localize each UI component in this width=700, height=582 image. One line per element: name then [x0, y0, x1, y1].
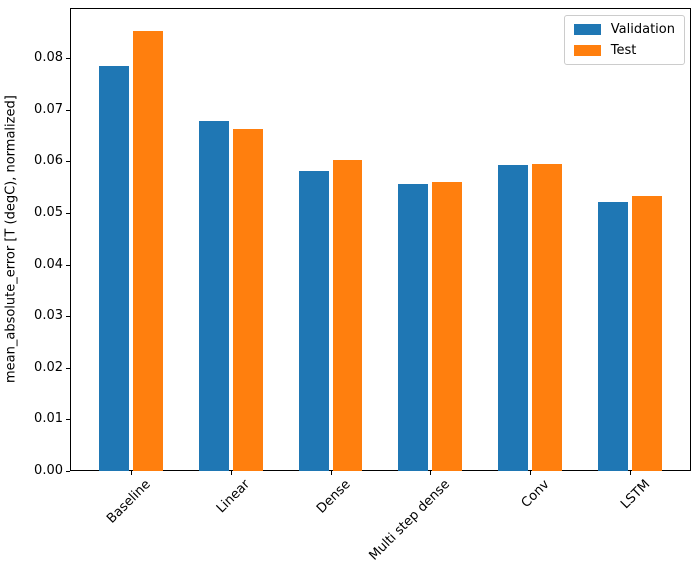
- x-tick-label-conv: Conv: [519, 477, 554, 511]
- y-tick-mark-0-03: [66, 316, 70, 317]
- y-tick-label-0-01: 0.01: [34, 411, 63, 427]
- x-tick-mark-conv: [530, 471, 531, 475]
- legend-label-test: Test: [610, 43, 637, 58]
- y-tick-mark-0-00: [66, 471, 70, 472]
- y-tick-mark-0-04: [66, 265, 70, 266]
- bar-test-multi-step-dense: [432, 181, 463, 471]
- x-tick-mark-dense: [331, 471, 332, 475]
- legend-item-validation: Validation: [573, 22, 675, 37]
- bar-test-baseline: [132, 31, 163, 471]
- y-tick-mark-0-02: [66, 368, 70, 369]
- y-tick-label-0-08: 0.08: [34, 50, 63, 66]
- plot-spine-bottom: [70, 470, 691, 471]
- y-axis-label: mean_absolute_error [T (degC), normalize…: [3, 95, 19, 384]
- y-tick-label-0-04: 0.04: [34, 256, 63, 272]
- y-tick-mark-0-06: [66, 161, 70, 162]
- legend: Validation Test: [563, 15, 685, 65]
- plot-spine-right: [690, 8, 691, 471]
- y-tick-label-0-05: 0.05: [34, 204, 63, 220]
- bar-validation-dense: [298, 170, 329, 471]
- bar-test-lstm: [632, 196, 663, 471]
- legend-label-validation: Validation: [610, 22, 675, 37]
- plot-spine-top: [70, 8, 691, 9]
- x-tick-mark-baseline: [131, 471, 132, 475]
- y-tick-mark-0-05: [66, 213, 70, 214]
- bar-validation-lstm: [598, 202, 629, 471]
- y-tick-label-0-03: 0.03: [34, 308, 63, 324]
- y-tick-mark-0-08: [66, 58, 70, 59]
- y-tick-label-0-07: 0.07: [34, 101, 63, 117]
- bar-test-dense: [332, 159, 363, 471]
- x-tick-label-dense: Dense: [313, 477, 354, 517]
- bar-test-linear: [232, 128, 263, 471]
- x-tick-label-lstm: LSTM: [617, 477, 653, 513]
- bar-validation-multi-step-dense: [398, 183, 429, 471]
- bar-validation-linear: [198, 121, 229, 471]
- y-tick-label-0-06: 0.06: [34, 153, 63, 169]
- y-tick-label-0-02: 0.02: [34, 359, 63, 375]
- x-tick-mark-multi-step-dense: [430, 471, 431, 475]
- y-tick-label-0-00: 0.00: [34, 463, 63, 478]
- bar-validation-baseline: [98, 65, 129, 471]
- plot-spine-left: [70, 8, 71, 471]
- y-tick-mark-0-07: [66, 110, 70, 111]
- legend-item-test: Test: [573, 43, 675, 58]
- x-tick-mark-linear: [231, 471, 232, 475]
- x-tick-label-linear: Linear: [214, 477, 254, 517]
- x-tick-label-multi-step-dense: Multi step dense: [366, 477, 454, 564]
- y-tick-mark-0-01: [66, 419, 70, 420]
- legend-swatch-test: [573, 45, 601, 56]
- legend-swatch-validation: [573, 24, 601, 35]
- bar-test-conv: [532, 163, 563, 471]
- plot-area: Validation Test: [70, 8, 691, 471]
- x-tick-label-baseline: Baseline: [103, 477, 154, 527]
- bar-validation-conv: [498, 164, 529, 471]
- x-tick-mark-lstm: [630, 471, 631, 475]
